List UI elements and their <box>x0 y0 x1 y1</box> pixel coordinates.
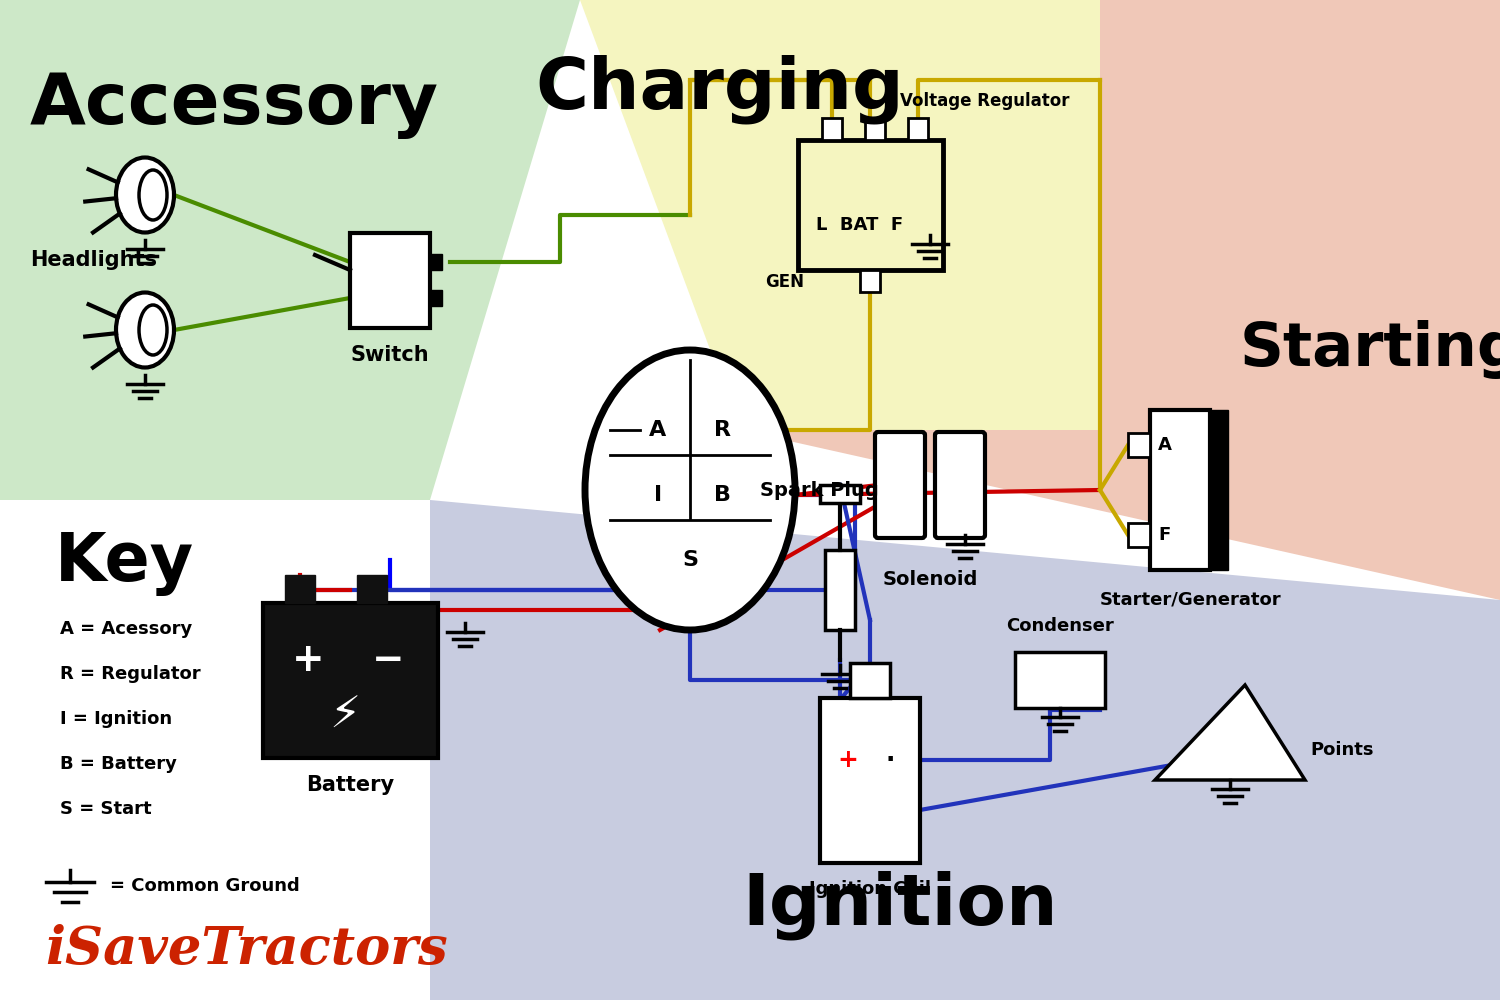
FancyBboxPatch shape <box>874 432 926 538</box>
Text: ·: · <box>885 748 894 772</box>
Text: +: + <box>291 641 324 679</box>
Text: Voltage Regulator: Voltage Regulator <box>900 92 1070 110</box>
Text: Accessory: Accessory <box>30 70 439 139</box>
FancyBboxPatch shape <box>821 485 860 503</box>
Text: Points: Points <box>1310 741 1374 759</box>
Text: Battery: Battery <box>306 775 395 795</box>
Text: Switch: Switch <box>351 345 429 365</box>
Text: R = Regulator: R = Regulator <box>60 665 201 683</box>
Polygon shape <box>430 500 1500 1000</box>
Text: I = Ignition: I = Ignition <box>60 710 172 728</box>
Text: ⚡: ⚡ <box>330 694 360 736</box>
FancyBboxPatch shape <box>1210 410 1228 570</box>
Text: F: F <box>1158 526 1170 544</box>
Text: I: I <box>654 485 662 505</box>
Text: A: A <box>1158 436 1172 454</box>
Text: Starting: Starting <box>1239 320 1500 379</box>
Polygon shape <box>0 500 430 1000</box>
Text: Starter/Generator: Starter/Generator <box>1100 590 1281 608</box>
FancyBboxPatch shape <box>822 118 842 140</box>
Text: A: A <box>650 420 666 440</box>
Text: Ignition: Ignition <box>742 870 1058 940</box>
Text: S = Start: S = Start <box>60 800 152 818</box>
Text: L  BAT  F: L BAT F <box>816 216 903 234</box>
Polygon shape <box>0 0 580 500</box>
FancyBboxPatch shape <box>357 575 387 603</box>
FancyBboxPatch shape <box>825 550 855 630</box>
FancyBboxPatch shape <box>934 432 986 538</box>
Polygon shape <box>430 0 1100 430</box>
Polygon shape <box>740 0 1500 600</box>
FancyBboxPatch shape <box>850 663 889 698</box>
Text: −: − <box>372 641 405 679</box>
Text: B: B <box>714 485 730 505</box>
Text: Key: Key <box>56 530 194 596</box>
FancyBboxPatch shape <box>859 270 880 292</box>
Polygon shape <box>1155 685 1305 780</box>
Text: S: S <box>682 550 698 570</box>
Ellipse shape <box>116 157 174 232</box>
FancyBboxPatch shape <box>430 254 442 270</box>
Text: Solenoid: Solenoid <box>882 570 978 589</box>
FancyBboxPatch shape <box>1128 523 1150 547</box>
Text: Spark Plug: Spark Plug <box>760 481 879 499</box>
Ellipse shape <box>116 292 174 367</box>
FancyBboxPatch shape <box>821 698 920 863</box>
Text: iSaveTractors: iSaveTractors <box>45 924 447 975</box>
Text: +: + <box>837 748 858 772</box>
FancyBboxPatch shape <box>262 603 438 758</box>
Text: Charging: Charging <box>536 55 904 124</box>
FancyBboxPatch shape <box>1128 433 1150 457</box>
FancyBboxPatch shape <box>285 575 315 603</box>
FancyBboxPatch shape <box>908 118 928 140</box>
FancyBboxPatch shape <box>865 118 885 140</box>
Text: B = Battery: B = Battery <box>60 755 177 773</box>
Text: Condenser: Condenser <box>1007 617 1114 635</box>
Text: GEN: GEN <box>765 273 804 291</box>
Text: Headlights: Headlights <box>30 250 158 270</box>
FancyBboxPatch shape <box>798 140 944 270</box>
Ellipse shape <box>140 170 166 220</box>
Text: = Common Ground: = Common Ground <box>110 877 300 895</box>
Text: Ignition Coil: Ignition Coil <box>808 880 932 898</box>
FancyBboxPatch shape <box>430 290 442 306</box>
Text: R: R <box>714 420 730 440</box>
Ellipse shape <box>585 350 795 630</box>
FancyBboxPatch shape <box>1150 410 1210 570</box>
FancyBboxPatch shape <box>350 233 430 328</box>
FancyBboxPatch shape <box>1016 652 1106 708</box>
Text: A = Acessory: A = Acessory <box>60 620 192 638</box>
Ellipse shape <box>140 305 166 355</box>
